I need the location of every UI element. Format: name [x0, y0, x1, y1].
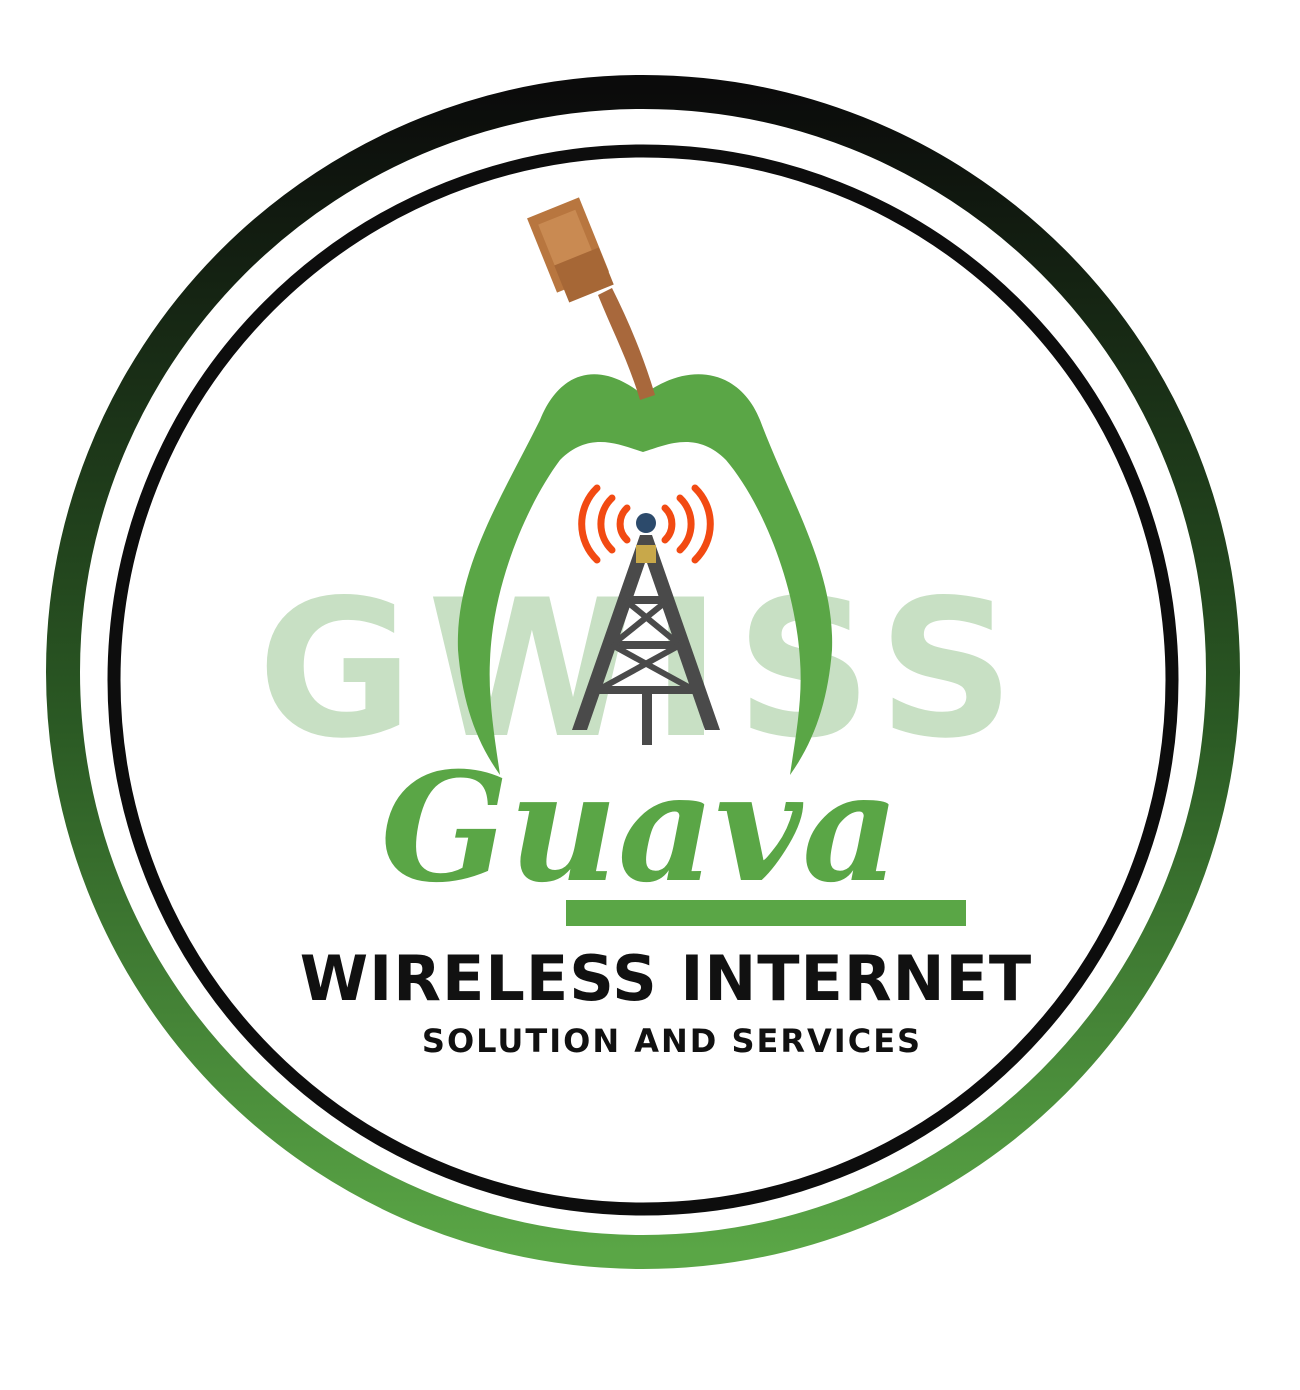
radio-tower-icon [572, 513, 720, 745]
guava-fruit-icon [457, 374, 833, 775]
subline-text: SOLUTION AND SERVICES [422, 1022, 922, 1060]
brand-name: Guava [381, 740, 900, 916]
headline-text: WIRELESS INTERNET [300, 942, 1032, 1015]
inner-ring [107, 144, 1179, 1216]
brand-underline [566, 900, 966, 926]
outer-ring [46, 75, 1240, 1269]
ethernet-cable-stem-icon [527, 197, 655, 400]
signal-waves-icon [578, 484, 714, 564]
